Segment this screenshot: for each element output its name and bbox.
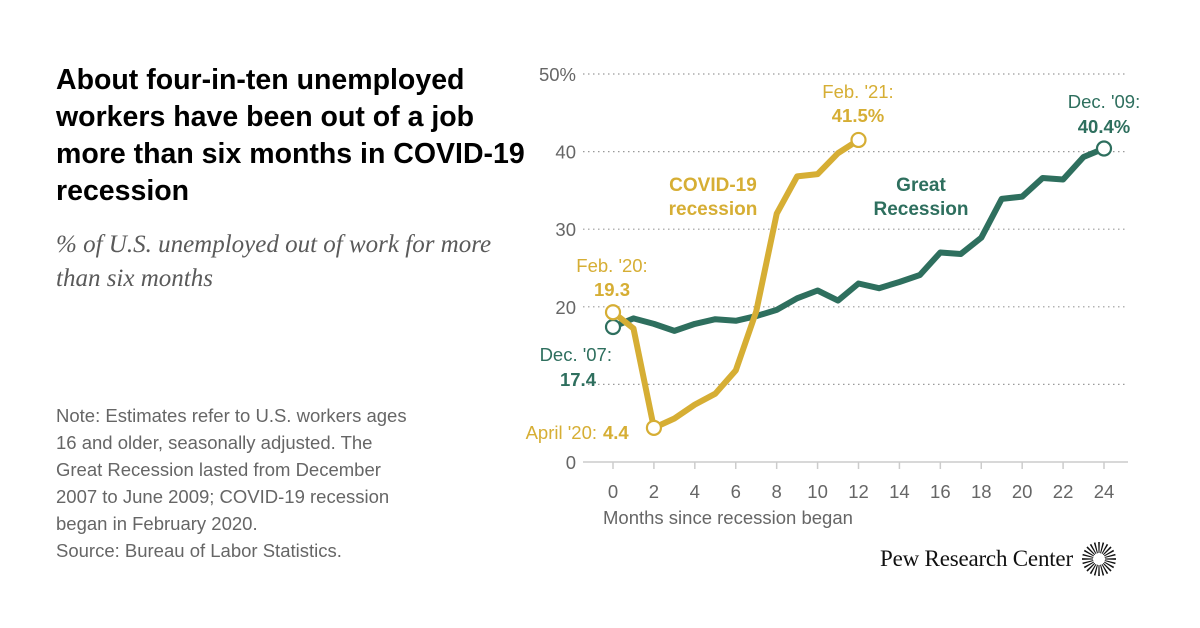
sunburst-ray: [1093, 542, 1098, 554]
annotation-label: April '20:: [526, 422, 597, 443]
note-line: Note: Estimates refer to U.S. workers ag…: [56, 405, 407, 426]
note-line: Great Recession lasted from December: [56, 459, 381, 480]
sunburst-ray: [1081, 558, 1093, 560]
great-recession-series-label: Recession: [873, 199, 968, 220]
pew-sunburst-icon: [1081, 542, 1116, 576]
annotation-label: Dec. '07:: [540, 344, 612, 365]
chart-note: Note: Estimates refer to U.S. workers ag…: [56, 402, 486, 564]
x-tick-label: 22: [1053, 481, 1074, 502]
covid-start-marker: [604, 304, 622, 321]
x-tick-label: 6: [731, 481, 741, 502]
covid-end-marker: [850, 131, 867, 149]
x-axis-label: Months since recession began: [603, 507, 853, 528]
sunburst-ray: [1103, 561, 1115, 569]
y-tick-label: 0: [566, 452, 576, 473]
sunburst-ray: [1082, 560, 1094, 565]
annotation-value: 19.3: [594, 279, 630, 300]
pew-logo: Pew Research Center: [880, 542, 1117, 576]
sunburst-ray: [1104, 558, 1116, 560]
note-line: began in February 2020.: [56, 513, 258, 534]
annotation-value: 4.4: [603, 422, 629, 443]
y-tick-label: 40: [555, 142, 576, 163]
y-tick-label: 20: [555, 297, 576, 318]
sunburst-ray: [1099, 564, 1105, 576]
annotation-value: 17.4: [560, 369, 597, 390]
sunburst-ray: [1101, 543, 1109, 555]
x-tick-label: 0: [608, 481, 618, 502]
annotation-label: Dec. '09:: [1068, 91, 1140, 112]
sunburst-ray: [1089, 563, 1097, 575]
sunburst-ray: [1098, 542, 1100, 554]
annotation-value: 41.5%: [832, 105, 884, 126]
covid-trough-marker: [645, 419, 663, 436]
x-tick-label: 20: [1012, 481, 1033, 502]
x-tick-label: 24: [1094, 481, 1115, 502]
great-recession-line: [610, 145, 1107, 334]
sunburst-ray: [1103, 549, 1115, 557]
annotation-value: 40.4%: [1078, 116, 1130, 137]
sunburst-ray: [1086, 546, 1096, 556]
x-tick-label: 10: [807, 481, 828, 502]
x-tick-label: 12: [848, 481, 869, 502]
sunburst-ray: [1086, 562, 1096, 572]
sunburst-ray: [1102, 546, 1112, 556]
x-tick-label: 4: [690, 481, 700, 502]
sunburst-ray: [1101, 563, 1109, 575]
sunburst-ray: [1093, 564, 1098, 576]
chart-title: About four-in-ten unemployed workers hav…: [56, 64, 525, 207]
great-recession-start-marker: [604, 318, 622, 336]
sunburst-ray: [1083, 549, 1094, 557]
x-tick-label: 16: [930, 481, 951, 502]
note-line: 16 and older, seasonally adjusted. The: [56, 432, 373, 453]
x-tick-label: 18: [971, 481, 992, 502]
great-recession-end-marker: [1095, 140, 1113, 157]
y-tick-label: 50%: [539, 64, 576, 85]
y-tick-label: 30: [555, 219, 576, 240]
covid-series-label: recession: [669, 199, 758, 220]
covid-series-label: COVID-19: [669, 175, 757, 196]
x-tick-label: 2: [649, 481, 659, 502]
logo-text: Pew Research Center: [880, 546, 1073, 571]
note-line: 2007 to June 2009; COVID-19 recession: [56, 486, 390, 507]
x-tick-label: 14: [889, 481, 910, 502]
annotation-label: Feb. '21:: [822, 81, 893, 102]
sunburst-ray: [1104, 560, 1116, 565]
sunburst-ray: [1089, 543, 1097, 555]
chart-subtitle: % of U.S. unemployed out of work for mor…: [56, 231, 492, 292]
x-tick-label: 8: [772, 481, 782, 502]
sunburst-ray: [1099, 542, 1105, 554]
sunburst-ray: [1102, 562, 1112, 572]
sunburst-ray: [1083, 561, 1094, 569]
sunburst-ray: [1104, 553, 1116, 558]
sunburst-ray: [1082, 553, 1094, 558]
source-line: Source: Bureau of Labor Statistics.: [56, 540, 342, 561]
sunburst-ray: [1098, 564, 1100, 576]
annotation-label: Feb. '20:: [576, 255, 647, 276]
great-recession-series-label: Great: [896, 175, 946, 196]
